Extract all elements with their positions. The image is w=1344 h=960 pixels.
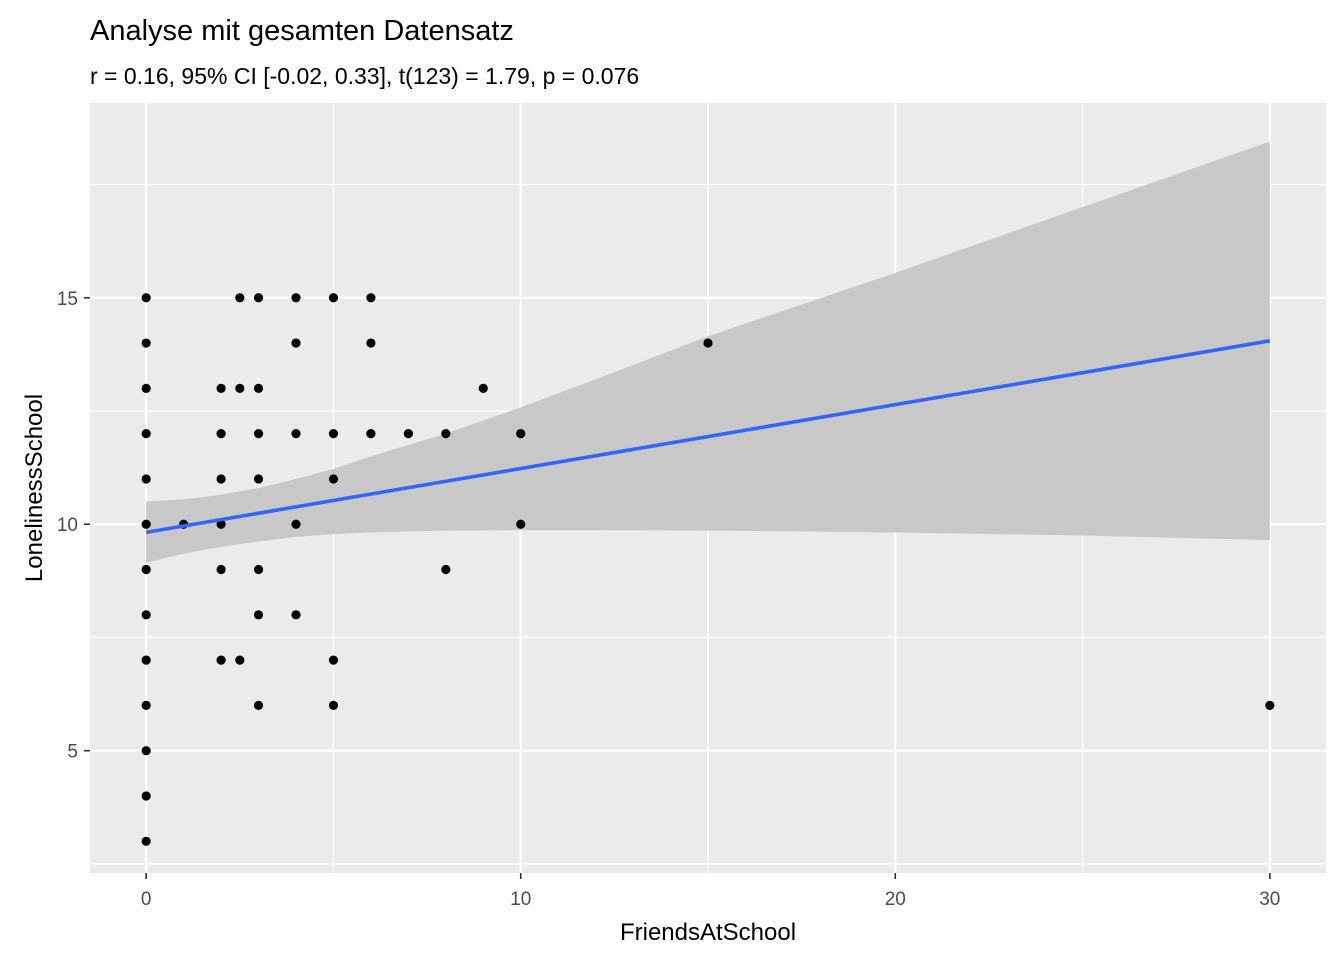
data-point bbox=[441, 564, 451, 575]
data-point bbox=[366, 293, 376, 303]
y-tick-label: 15 bbox=[57, 289, 78, 310]
x-tick-label: 0 bbox=[141, 889, 152, 910]
data-points bbox=[141, 293, 1275, 846]
data-point bbox=[141, 338, 151, 348]
x-axis-title: FriendsAtSchool bbox=[620, 919, 796, 946]
data-point bbox=[403, 429, 413, 439]
data-point bbox=[216, 429, 226, 439]
data-point bbox=[141, 791, 151, 801]
data-point bbox=[141, 383, 151, 393]
data-point bbox=[141, 700, 151, 711]
data-point bbox=[141, 655, 151, 665]
data-point bbox=[141, 474, 151, 484]
data-point bbox=[141, 429, 151, 439]
data-point bbox=[253, 429, 264, 439]
data-point bbox=[235, 383, 245, 393]
data-point bbox=[291, 429, 301, 439]
data-point bbox=[291, 293, 301, 303]
data-point bbox=[235, 655, 245, 665]
data-point bbox=[141, 836, 151, 846]
x-tick-label: 30 bbox=[1259, 889, 1280, 910]
x-tick-label: 10 bbox=[510, 889, 531, 910]
data-point bbox=[516, 429, 526, 439]
data-point bbox=[328, 429, 339, 439]
confidence-band bbox=[146, 141, 1270, 563]
data-point bbox=[216, 655, 226, 665]
data-point bbox=[366, 338, 376, 348]
data-point bbox=[253, 383, 264, 393]
data-point bbox=[328, 700, 339, 711]
regression-line bbox=[145, 339, 1271, 535]
data-point bbox=[216, 474, 226, 484]
data-point bbox=[141, 519, 151, 529]
data-point bbox=[235, 293, 245, 303]
data-point bbox=[441, 429, 451, 439]
data-point bbox=[291, 610, 301, 620]
data-point bbox=[366, 429, 376, 439]
x-axis-ticks: 0 10 20 30 bbox=[141, 873, 1280, 910]
data-point bbox=[253, 564, 264, 575]
y-axis-ticks: 5 10 15 bbox=[57, 289, 90, 763]
data-point bbox=[291, 519, 301, 529]
data-point bbox=[141, 564, 151, 575]
chart-subtitle: r = 0.16, 95% CI [-0.02, 0.33], t(123) =… bbox=[90, 63, 639, 89]
data-point bbox=[216, 383, 226, 393]
y-axis-title: LonelinessSchool bbox=[21, 394, 48, 582]
data-point bbox=[141, 746, 151, 756]
data-point bbox=[516, 519, 526, 529]
data-point bbox=[216, 519, 226, 529]
data-point bbox=[328, 474, 339, 484]
data-point bbox=[253, 610, 264, 620]
data-point bbox=[291, 338, 301, 348]
data-point bbox=[216, 564, 226, 575]
data-point bbox=[253, 474, 264, 484]
data-point bbox=[328, 655, 339, 665]
data-point bbox=[141, 293, 151, 303]
data-point bbox=[253, 293, 264, 303]
data-point bbox=[478, 383, 488, 393]
data-point bbox=[141, 610, 151, 620]
y-tick-label: 5 bbox=[67, 742, 78, 763]
x-tick-label: 20 bbox=[885, 889, 906, 910]
data-point bbox=[1265, 700, 1275, 711]
chart-title: Analyse mit gesamten Datensatz bbox=[90, 15, 514, 47]
data-point bbox=[703, 338, 713, 348]
y-tick-label: 10 bbox=[57, 515, 78, 536]
data-point bbox=[328, 293, 339, 303]
data-point bbox=[253, 700, 264, 711]
